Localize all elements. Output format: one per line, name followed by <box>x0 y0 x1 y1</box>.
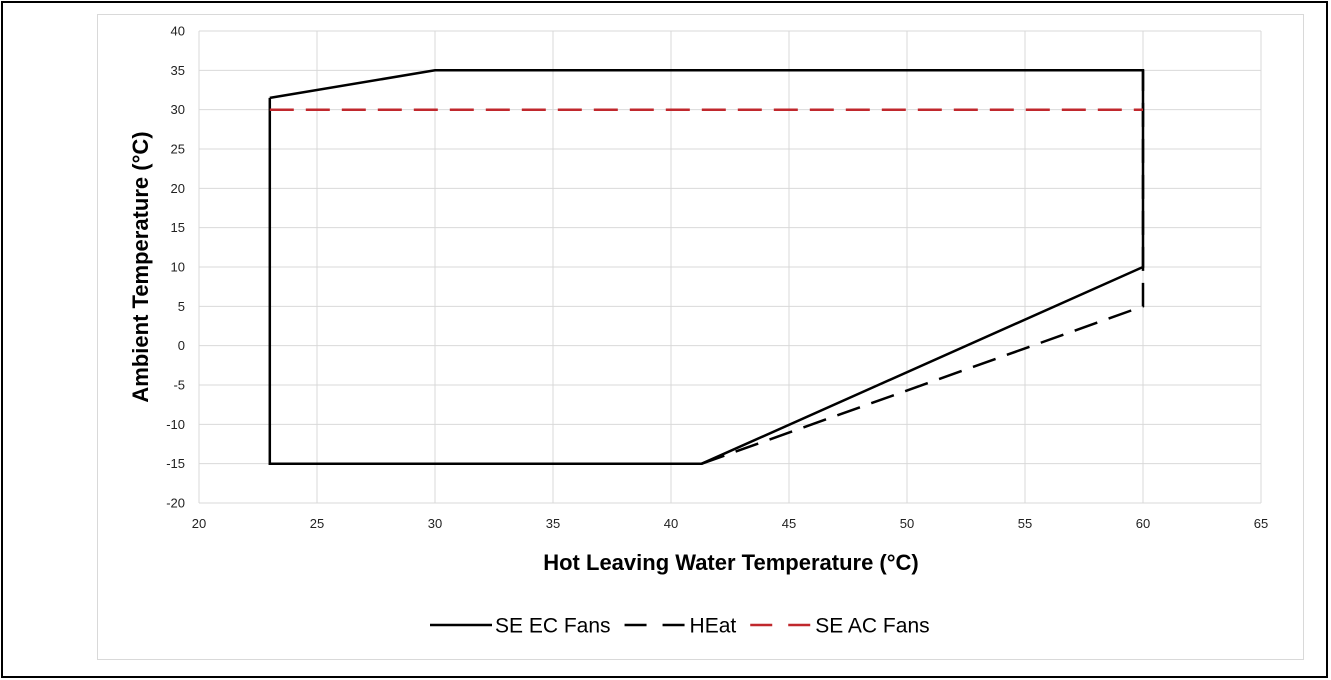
y-tick-label: 25 <box>171 142 185 157</box>
x-tick-label: 55 <box>1018 516 1032 531</box>
y-axis-title: Ambient Temperature (°C) <box>128 131 153 402</box>
y-tick-label: 5 <box>178 299 185 314</box>
legend-label-2: HEat <box>690 615 737 638</box>
x-tick-label: 50 <box>900 516 914 531</box>
y-tick-label: -15 <box>166 456 185 471</box>
gridlines <box>198 30 1262 504</box>
x-axis-ticks: 20 25 30 35 40 45 50 55 60 65 <box>192 516 1268 531</box>
x-tick-label: 30 <box>428 516 442 531</box>
legend-label-3: SE AC Fans <box>815 615 929 638</box>
y-tick-label: -10 <box>166 417 185 432</box>
x-tick-label: 45 <box>782 516 796 531</box>
x-tick-label: 20 <box>192 516 206 531</box>
y-tick-label: 40 <box>171 24 185 39</box>
x-axis-title: Hot Leaving Water Temperature (°C) <box>543 550 919 575</box>
y-tick-label: 35 <box>171 63 185 78</box>
x-tick-label: 40 <box>664 516 678 531</box>
legend-label-1: SE EC Fans <box>495 615 611 638</box>
series-line-2 <box>701 70 1145 465</box>
y-tick-label: -20 <box>166 496 185 511</box>
y-tick-label: 0 <box>178 338 185 353</box>
y-tick-label: 30 <box>171 102 185 117</box>
y-tick-label: 10 <box>171 260 185 275</box>
chart-area <box>97 14 1304 660</box>
y-tick-label: 20 <box>171 181 185 196</box>
legend: SE EC Fans HEat SE AC Fans <box>430 615 930 638</box>
x-tick-label: 35 <box>546 516 560 531</box>
x-tick-label: 25 <box>310 516 324 531</box>
y-tick-label: -5 <box>173 378 185 393</box>
y-axis-ticks: -20 -15 -10 -5 0 5 10 15 20 25 30 35 40 <box>166 24 185 511</box>
x-tick-label: 65 <box>1254 516 1268 531</box>
series-lines <box>268 69 1145 465</box>
y-tick-label: 15 <box>171 220 185 235</box>
x-tick-label: 60 <box>1136 516 1150 531</box>
